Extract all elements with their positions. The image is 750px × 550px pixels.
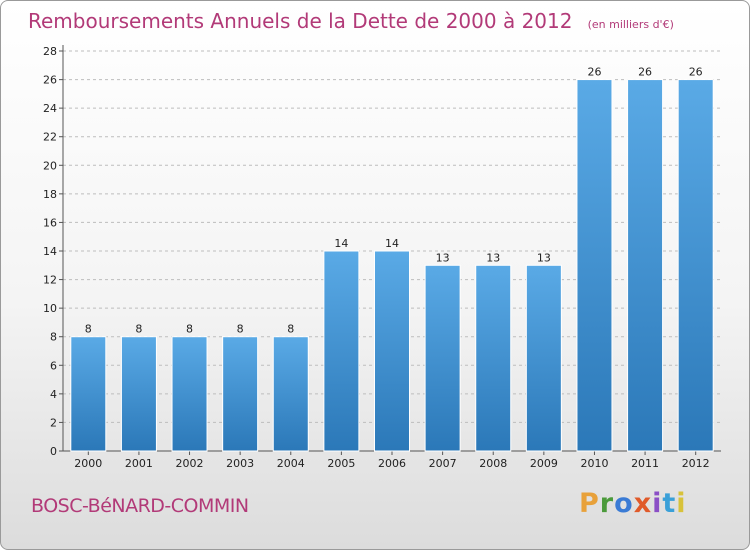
chart-title: Remboursements Annuels de la Dette de 20… bbox=[28, 9, 573, 33]
logo-letter: o bbox=[614, 488, 634, 519]
bar-2009 bbox=[525, 264, 562, 452]
x-tick-label-2001: 2001 bbox=[125, 457, 153, 470]
x-tick-label-2009: 2009 bbox=[530, 457, 558, 470]
y-tick-label: 8 bbox=[50, 331, 57, 344]
bar-2001 bbox=[120, 336, 157, 452]
x-tick-label-2006: 2006 bbox=[378, 457, 406, 470]
proxiti-logo: Proxiti bbox=[579, 488, 687, 519]
x-tick-label-2005: 2005 bbox=[327, 457, 355, 470]
labels: 0246810121416182022242628820008200182002… bbox=[43, 45, 710, 470]
logo-letter: i bbox=[676, 488, 687, 519]
y-tick-label: 22 bbox=[43, 131, 57, 144]
y-tick-label: 4 bbox=[50, 388, 57, 401]
data-label-2010: 26 bbox=[587, 66, 601, 79]
logo-letter: P bbox=[579, 488, 600, 519]
x-tick-label-2000: 2000 bbox=[74, 457, 102, 470]
commune-name: BOSC-BéNARD-COMMIN bbox=[31, 495, 249, 517]
x-tick-label-2002: 2002 bbox=[176, 457, 204, 470]
title-row: Remboursements Annuels de la Dette de 20… bbox=[28, 9, 674, 33]
bar-2007 bbox=[424, 264, 461, 452]
x-tick-label-2007: 2007 bbox=[429, 457, 457, 470]
data-label-2006: 14 bbox=[385, 237, 399, 250]
bar-2005 bbox=[323, 250, 360, 452]
bar-2010 bbox=[576, 79, 613, 452]
bar-2011 bbox=[627, 79, 664, 452]
bar-2000 bbox=[70, 336, 107, 452]
bar-2008 bbox=[475, 264, 512, 452]
logo-letter: r bbox=[599, 488, 615, 519]
y-tick-label: 24 bbox=[43, 102, 57, 115]
data-label-2000: 8 bbox=[85, 323, 92, 336]
bar-2012 bbox=[677, 79, 714, 452]
logo-letter: x bbox=[633, 488, 653, 519]
bars bbox=[70, 79, 714, 452]
y-tick-label: 12 bbox=[43, 274, 57, 287]
logo-letter: i bbox=[652, 488, 663, 519]
data-label-2001: 8 bbox=[135, 323, 142, 336]
data-label-2012: 26 bbox=[689, 66, 703, 79]
y-tick-label: 2 bbox=[50, 416, 57, 429]
data-label-2005: 14 bbox=[334, 237, 348, 250]
data-label-2004: 8 bbox=[287, 323, 294, 336]
data-label-2008: 13 bbox=[486, 251, 500, 264]
y-tick-label: 20 bbox=[43, 159, 57, 172]
y-tick-label: 16 bbox=[43, 216, 57, 229]
y-tick-label: 10 bbox=[43, 302, 57, 315]
data-label-2003: 8 bbox=[237, 323, 244, 336]
x-tick-label-2004: 2004 bbox=[277, 457, 305, 470]
x-tick-label-2008: 2008 bbox=[479, 457, 507, 470]
chart-unit: (en milliers d'€) bbox=[587, 18, 674, 31]
y-tick-label: 28 bbox=[43, 45, 57, 58]
x-tick-label-2010: 2010 bbox=[580, 457, 608, 470]
bar-2004 bbox=[272, 336, 309, 452]
x-tick-label-2011: 2011 bbox=[631, 457, 659, 470]
x-tick-label-2003: 2003 bbox=[226, 457, 254, 470]
y-tick-label: 0 bbox=[50, 445, 57, 458]
logo-letter: t bbox=[662, 488, 677, 519]
x-tick-label-2012: 2012 bbox=[682, 457, 710, 470]
bar-2002 bbox=[171, 336, 208, 452]
y-tick-label: 6 bbox=[50, 359, 57, 372]
y-tick-label: 26 bbox=[43, 74, 57, 87]
data-label-2007: 13 bbox=[436, 251, 450, 264]
y-tick-label: 18 bbox=[43, 188, 57, 201]
data-label-2011: 26 bbox=[638, 66, 652, 79]
data-label-2009: 13 bbox=[537, 251, 551, 264]
y-tick-label: 14 bbox=[43, 245, 57, 258]
bar-2006 bbox=[374, 250, 410, 452]
bar-2003 bbox=[222, 336, 259, 452]
data-label-2002: 8 bbox=[186, 323, 193, 336]
